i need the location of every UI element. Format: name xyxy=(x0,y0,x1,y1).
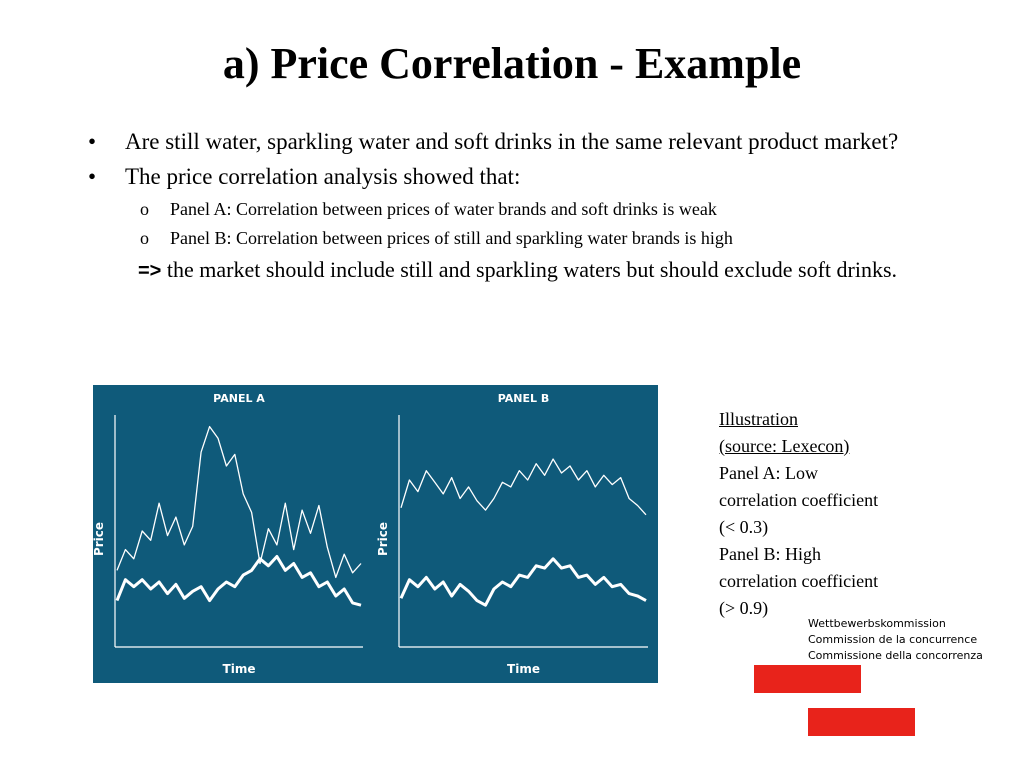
panel-title: PANEL B xyxy=(498,392,550,405)
bullet-text: Are still water, sparkling water and sof… xyxy=(125,129,899,154)
sub-bullet-marker: o xyxy=(140,199,149,219)
logo-line: Commissione della concorrenza xyxy=(808,649,983,662)
swiss-logo-bar-top xyxy=(754,665,861,693)
caption-line: Panel B: High xyxy=(719,544,821,564)
panel-title: PANEL A xyxy=(213,392,265,405)
conclusion: => the market should include still and s… xyxy=(88,256,938,285)
sub-bullet-item: o Panel B: Correlation between prices of… xyxy=(88,227,938,249)
price-series-line-a-2 xyxy=(115,555,362,607)
bullet-list: • Are still water, sparkling water and s… xyxy=(88,128,938,285)
y-axis-label: Price xyxy=(376,522,390,556)
conclusion-arrow: => xyxy=(138,260,162,282)
sub-bullet-text: Panel A: Correlation between prices of w… xyxy=(170,199,717,219)
caption-line: correlation coefficient xyxy=(719,571,879,591)
sub-bullet-marker: o xyxy=(140,228,149,248)
sub-bullet-text: Panel B: Correlation between prices of s… xyxy=(170,228,733,248)
bullet-marker: • xyxy=(88,129,97,154)
y-axis-label: Price xyxy=(93,522,106,556)
price-series-line-a-1 xyxy=(116,425,362,579)
conclusion-text: the market should include still and spar… xyxy=(161,257,898,282)
figure-caption: Illustration (source: Lexecon) Panel A: … xyxy=(719,406,949,622)
sub-bullet-item: o Panel A: Correlation between prices of… xyxy=(88,198,938,220)
caption-heading: Illustration xyxy=(719,409,798,429)
price-series-line-b-2 xyxy=(399,557,647,607)
price-correlation-figure: PANEL A Time Price PANEL B Time Price xyxy=(93,385,658,683)
x-axis-label: Time xyxy=(223,662,256,676)
caption-line: (> 0.9) xyxy=(719,598,769,618)
bullet-text: The price correlation analysis showed th… xyxy=(125,164,521,189)
caption-line: Panel A: Low xyxy=(719,463,818,483)
swiss-logo-bar-bottom xyxy=(808,708,915,736)
slide-title: a) Price Correlation - Example xyxy=(222,39,802,88)
logo-line: Commission de la concurrence xyxy=(808,633,978,646)
competition-commission-logo-text: Wettbewerbskommission Commission de la c… xyxy=(808,616,1020,664)
bullet-item: • Are still water, sparkling water and s… xyxy=(88,128,938,155)
caption-line: (< 0.3) xyxy=(719,517,769,537)
bullet-marker: • xyxy=(88,164,97,189)
caption-source: (source: Lexecon) xyxy=(719,436,850,456)
panels-svg: PANEL A Time Price PANEL B Time Price xyxy=(93,392,648,676)
bullet-item: • The price correlation analysis showed … xyxy=(88,163,938,190)
logo-line: Wettbewerbskommission xyxy=(808,617,946,630)
price-series-line-b-1 xyxy=(400,458,647,516)
caption-line: correlation coefficient xyxy=(719,490,879,510)
x-axis-label: Time xyxy=(507,662,540,676)
